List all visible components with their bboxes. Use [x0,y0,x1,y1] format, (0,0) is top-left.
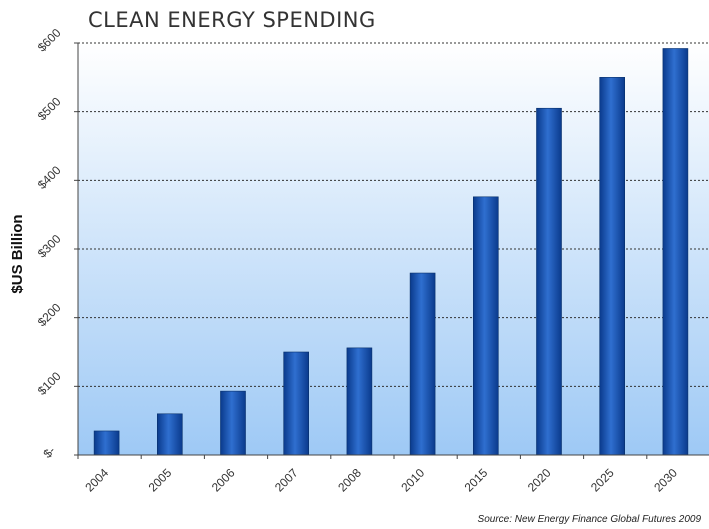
y-tick-label: $200 [35,300,64,329]
bar-2004 [93,430,120,456]
x-tick-label: 2010 [398,466,427,495]
x-tick-label: 2015 [462,466,491,495]
y-axis-title: $US Billion [9,214,26,293]
x-tick-label: 2020 [525,466,554,495]
y-tick-label: $300 [35,232,64,261]
bar-2005 [157,413,183,456]
bar-2030 [662,48,689,456]
y-tick-label: $100 [35,369,64,398]
y-tick-label: $500 [35,94,64,123]
bar-2010 [409,272,436,456]
bar-2020 [536,107,562,456]
y-tick-label: $- [40,443,57,460]
source-note: Source: New Energy Finance Global Future… [477,514,701,525]
x-tick-label: 2005 [146,466,175,495]
bar-2015 [472,196,499,456]
x-tick-label: 2004 [82,466,111,495]
y-tick-label: $400 [35,163,64,192]
x-tick-label: 2008 [335,466,364,495]
bar-2007 [283,351,310,456]
x-tick-label: 2025 [588,466,617,495]
chart-title: CLEAN ENERGY SPENDING [88,8,376,32]
x-tick-label: 2006 [209,466,238,495]
x-tick-label: 2030 [651,466,680,495]
bar-2006 [220,390,246,456]
bar-2008 [346,347,373,456]
x-tick-label: 2007 [272,466,301,495]
bar-2025 [599,77,626,456]
y-tick-label: $600 [35,26,64,55]
